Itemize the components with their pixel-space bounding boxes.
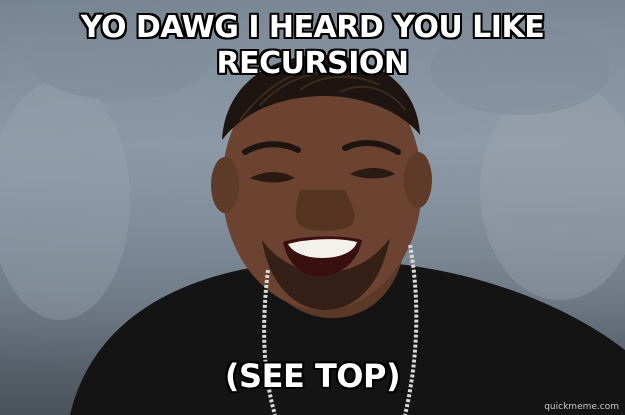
top-caption-line-2: RECURSION (216, 46, 409, 81)
chain-necklace (262, 244, 419, 415)
bottom-caption: (SEE TOP) (224, 357, 401, 395)
right-eyebrow (342, 140, 401, 155)
right-ear (404, 152, 432, 208)
top-caption-line-1: YO DAWG I HEARD YOU LIKE (80, 10, 545, 45)
cornrow-lines (239, 67, 406, 121)
nose (295, 190, 355, 231)
watermark: quickmeme.com (544, 402, 619, 412)
left-eyebrow (242, 141, 301, 155)
teeth (288, 239, 357, 258)
shirt (70, 262, 625, 415)
top-caption: YO DAWG I HEARD YOU LIKE RECURSION (0, 10, 625, 82)
hair (222, 55, 420, 140)
wall-background (0, 20, 625, 320)
left-eye (250, 172, 295, 183)
head (222, 60, 422, 310)
left-ear (211, 157, 239, 213)
right-eye (350, 168, 395, 179)
